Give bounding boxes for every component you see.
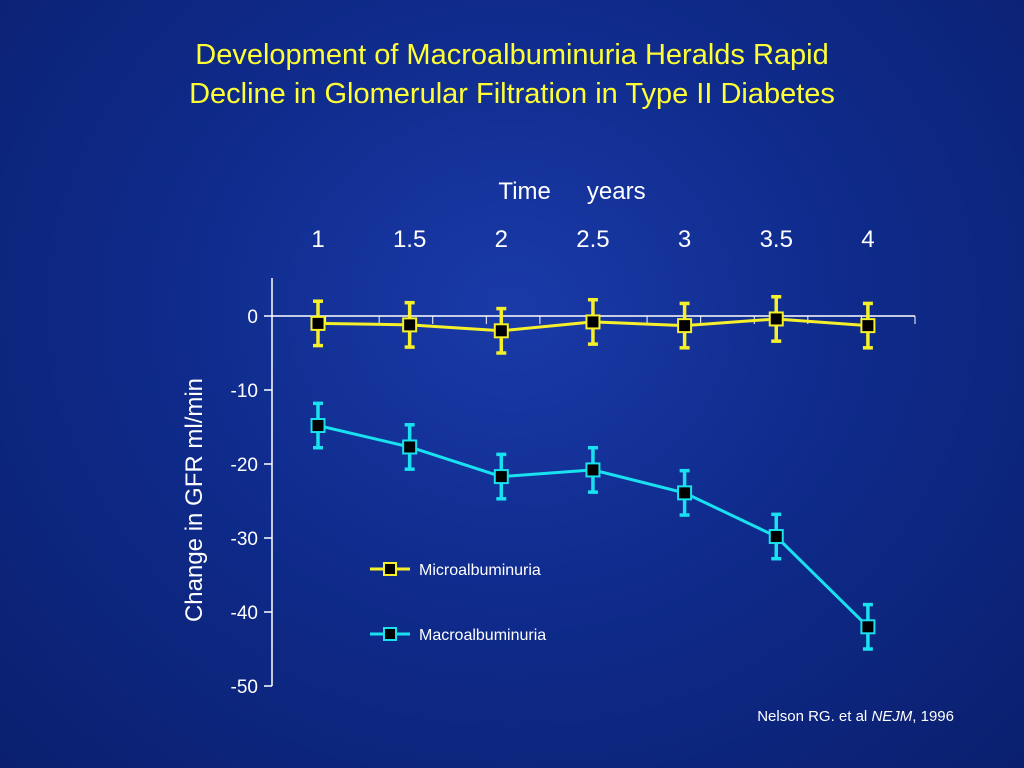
y-tick-label: 0 bbox=[247, 307, 258, 328]
chart-axes: Time years 1 1.5 2 2.5 3 3.5 4 0 -10 -20 -30 -40 -50 Ch… bbox=[181, 178, 916, 698]
y-axis-title: Change in GFR ml/min bbox=[181, 378, 208, 622]
slide-title-line-2: Decline in Glomerular Filtration in Type… bbox=[189, 78, 835, 110]
x-tick-label: 2 bbox=[495, 226, 508, 253]
chart-series bbox=[310, 295, 876, 651]
data-point bbox=[677, 318, 693, 334]
y-tick-label: -50 bbox=[231, 677, 258, 698]
series-macroalbuminuria bbox=[310, 401, 876, 651]
slide-title-line-1: Development of Macroalbuminuria Heralds … bbox=[195, 39, 829, 71]
data-point bbox=[585, 462, 601, 478]
data-point bbox=[860, 619, 876, 635]
citation-journal: NEJM bbox=[871, 708, 913, 725]
legend-item-microalbuminuria: Microalbuminuria bbox=[370, 562, 541, 579]
legend-marker bbox=[383, 627, 397, 641]
x-axis-title-part-years: years bbox=[587, 178, 646, 205]
y-tick-label: -20 bbox=[231, 455, 258, 476]
data-point bbox=[768, 529, 784, 545]
y-tick-label: -10 bbox=[231, 381, 258, 402]
x-axis-title: Time years bbox=[498, 178, 645, 205]
data-point bbox=[310, 418, 326, 434]
legend-item-macroalbuminuria: Macroalbuminuria bbox=[370, 627, 546, 644]
x-tick-label: 1 bbox=[311, 226, 324, 253]
y-tick-label: -40 bbox=[231, 603, 258, 624]
x-axis-title-part-time: Time bbox=[498, 178, 550, 205]
x-tick-label: 3.5 bbox=[760, 226, 793, 253]
x-tick-label: 1.5 bbox=[393, 226, 426, 253]
citation-authors: Nelson RG. et al bbox=[757, 708, 872, 725]
data-point bbox=[860, 318, 876, 334]
x-tick-label: 2.5 bbox=[576, 226, 609, 253]
data-point bbox=[402, 317, 418, 333]
citation: Nelson RG. et al NEJM, 1996 bbox=[757, 708, 954, 725]
series-microalbuminuria bbox=[310, 295, 876, 355]
legend-marker bbox=[383, 562, 397, 576]
citation-year: , 1996 bbox=[912, 708, 954, 725]
legend-label: Microalbuminuria bbox=[419, 562, 541, 579]
data-point bbox=[310, 315, 326, 331]
data-point bbox=[493, 323, 509, 339]
data-point bbox=[768, 311, 784, 327]
legend-label: Macroalbuminuria bbox=[419, 627, 546, 644]
data-point bbox=[402, 439, 418, 455]
chart-legend: Microalbuminuria Macroalbuminuria bbox=[370, 562, 546, 644]
x-tick-label: 3 bbox=[678, 226, 691, 253]
x-tick-label: 4 bbox=[861, 226, 874, 253]
data-point bbox=[493, 469, 509, 485]
data-point bbox=[585, 314, 601, 330]
data-point bbox=[677, 485, 693, 501]
y-tick-label: -30 bbox=[231, 529, 258, 550]
